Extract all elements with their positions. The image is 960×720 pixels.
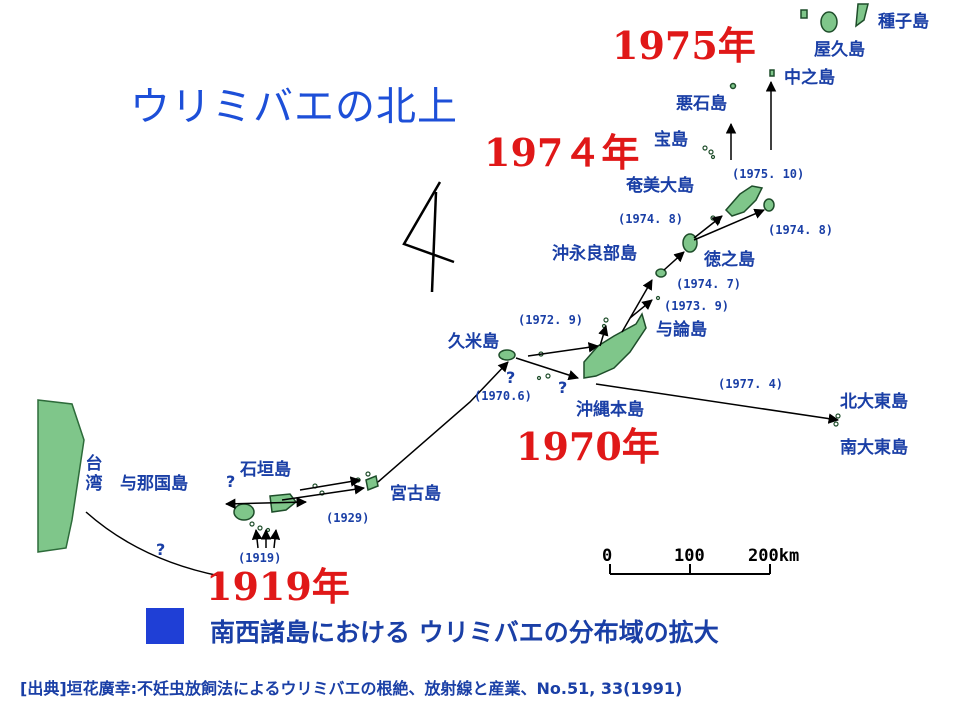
label-minamidaito: 南大東島 (840, 438, 908, 458)
scale-label-end: 200km (748, 546, 800, 566)
scale-label-mid: 100 (674, 546, 705, 566)
small-island-top (800, 9, 808, 19)
iriomote-shape (233, 503, 255, 521)
label-miyako: 宮古島 (390, 484, 441, 504)
year-1974: 197４年 (484, 130, 640, 175)
label-yoron: 与論島 (656, 320, 707, 340)
unknown-mark-okinawa: ? (558, 378, 568, 397)
date-1929: (1929) (326, 511, 370, 525)
kumejima-shape (498, 349, 516, 361)
label-amami: 奄美大島 (626, 176, 694, 196)
akusekijima-shape (729, 82, 737, 90)
kikai-shape (763, 198, 775, 212)
yakushima-shape (820, 11, 838, 33)
map-title: ウリミバエの北上 (130, 84, 458, 130)
unknown-mark-kume: ? (506, 368, 516, 387)
scale-label-zero: 0 (602, 546, 613, 566)
date-1977-4: (1977. 4) (718, 377, 784, 391)
amami-shape (724, 185, 764, 217)
unknown-mark-yonaguni: ? (226, 472, 236, 491)
date-1919: (1919) (238, 551, 282, 565)
date-1975-10: (1975. 10) (732, 167, 805, 181)
label-okinoerabu: 沖永良部島 (552, 244, 637, 264)
date-1974-7: (1974. 7) (676, 277, 742, 291)
north-symbol (402, 181, 455, 293)
label-taiwan: 台湾 (85, 454, 103, 495)
legend-swatch (146, 608, 184, 644)
label-yonaguni: 与那国島 (120, 474, 188, 494)
date-1974-8-left: (1974. 8) (618, 212, 684, 226)
nakanoshima-shape (769, 69, 775, 77)
label-ishigaki: 石垣島 (240, 460, 291, 480)
date-1970-6: (1970.6) (474, 389, 532, 403)
label-okinawa: 沖縄本島 (576, 400, 644, 420)
label-nakanoshima: 中之島 (784, 68, 835, 88)
scale-bar (609, 564, 771, 575)
label-tokunoshima: 徳之島 (704, 250, 755, 270)
spread-arrows (85, 80, 840, 577)
legend-caption: 南西諸島における ウリミバエの分布域の拡大 (210, 618, 719, 647)
year-1970: 1970年 (516, 424, 660, 469)
taiwan-landmass (37, 399, 85, 553)
okinoerabu-shape (655, 268, 667, 278)
year-1919: 1919年 (206, 564, 350, 609)
date-1973-9: (1973. 9) (664, 299, 730, 313)
label-kumejima: 久米島 (448, 332, 499, 352)
label-kitadaito: 北大東島 (840, 392, 908, 412)
label-yakushima: 屋久島 (814, 40, 865, 60)
okinawa-shape (583, 312, 647, 379)
year-1975: 1975年 (612, 23, 756, 68)
tokunoshima-shape (682, 233, 698, 253)
tanegashima-shape (855, 3, 869, 28)
source-citation: [出典]垣花廣幸:不妊虫放飼法によるウリミバエの根絶、放射線と産業、No.51,… (20, 679, 683, 698)
label-tanegashima: 種子島 (878, 12, 929, 32)
label-akusekijima: 悪石島 (676, 94, 727, 114)
date-1974-8-right: (1974. 8) (768, 223, 834, 237)
label-takarajima: 宝島 (654, 130, 688, 150)
unknown-mark-taiwan: ? (156, 540, 166, 559)
date-1972-9: (1972. 9) (518, 313, 584, 327)
miyako-shape (365, 474, 379, 492)
